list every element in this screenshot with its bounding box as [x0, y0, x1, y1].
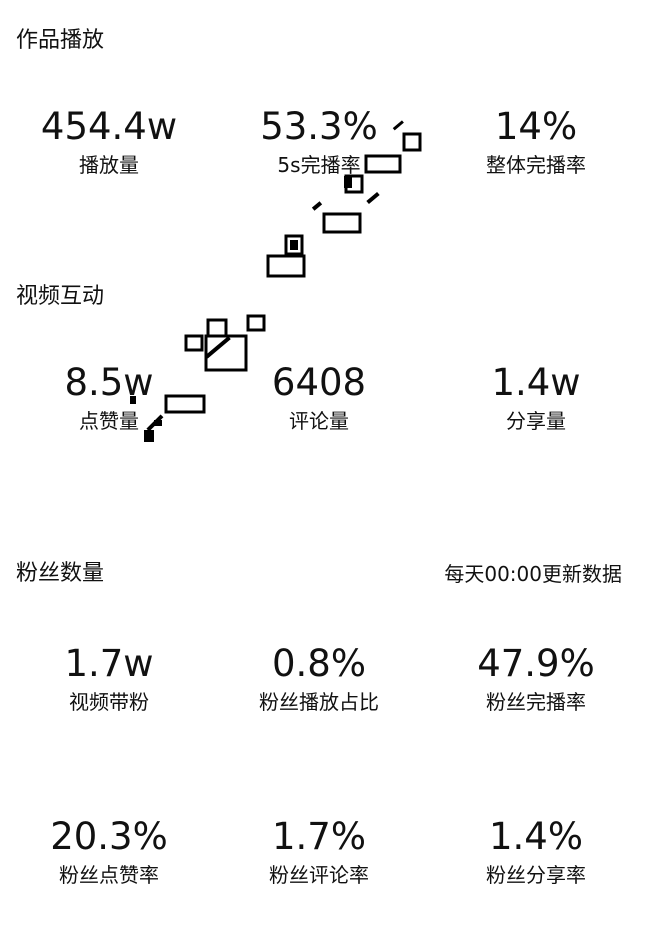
stat-value: 53.3% — [260, 105, 378, 148]
stat-value: 1.7% — [272, 815, 366, 858]
stat-label: 粉丝完播率 — [486, 690, 586, 714]
stat-label: 5s完播率 — [277, 153, 361, 177]
stat-value: 20.3% — [50, 815, 168, 858]
stat-label: 整体完播率 — [486, 153, 586, 177]
stat-label: 粉丝播放占比 — [259, 690, 379, 714]
stat-label: 视频带粉 — [69, 690, 149, 714]
stat-play-count: 454.4w 播放量 — [0, 108, 218, 175]
stat-fans-completion: 47.9% 粉丝完播率 — [427, 645, 645, 712]
stat-5s-completion: 53.3% 5s完播率 — [210, 108, 428, 175]
stat-label: 分享量 — [506, 409, 566, 433]
stat-label: 粉丝点赞率 — [59, 863, 159, 887]
stat-label: 评论量 — [289, 409, 349, 433]
stat-label: 粉丝分享率 — [486, 863, 586, 887]
stat-fans-like-rate: 20.3% 粉丝点赞率 — [0, 818, 218, 885]
stat-fans-comment-rate: 1.7% 粉丝评论率 — [210, 818, 428, 885]
stat-value: 1.4w — [491, 361, 581, 404]
stat-video-fans-gain: 1.7w 视频带粉 — [0, 645, 218, 712]
stat-fans-share-rate: 1.4% 粉丝分享率 — [427, 818, 645, 885]
stat-comment-count: 6408 评论量 — [210, 364, 428, 431]
stat-overall-completion: 14% 整体完播率 — [427, 108, 645, 175]
stat-like-count: 8.5w 点赞量 — [0, 364, 218, 431]
stat-value: 454.4w — [40, 105, 178, 148]
stat-value: 0.8% — [272, 642, 366, 685]
stat-value: 6408 — [271, 361, 367, 404]
stat-label: 点赞量 — [79, 409, 139, 433]
section-title-fans: 粉丝数量 — [16, 561, 105, 586]
section-title-video-interaction: 视频互动 — [16, 284, 105, 309]
stat-value: 8.5w — [64, 361, 154, 404]
stat-share-count: 1.4w 分享量 — [427, 364, 645, 431]
stat-label: 粉丝评论率 — [269, 863, 369, 887]
stat-value: 47.9% — [477, 642, 595, 685]
stat-value: 14% — [494, 105, 578, 148]
stat-label: 播放量 — [79, 153, 139, 177]
update-note: 每天00:00更新数据 — [444, 562, 622, 586]
stat-fans-play-ratio: 0.8% 粉丝播放占比 — [210, 645, 428, 712]
section-title-works-play: 作品播放 — [16, 28, 105, 53]
stat-value: 1.7w — [64, 642, 154, 685]
stat-value: 1.4% — [489, 815, 583, 858]
